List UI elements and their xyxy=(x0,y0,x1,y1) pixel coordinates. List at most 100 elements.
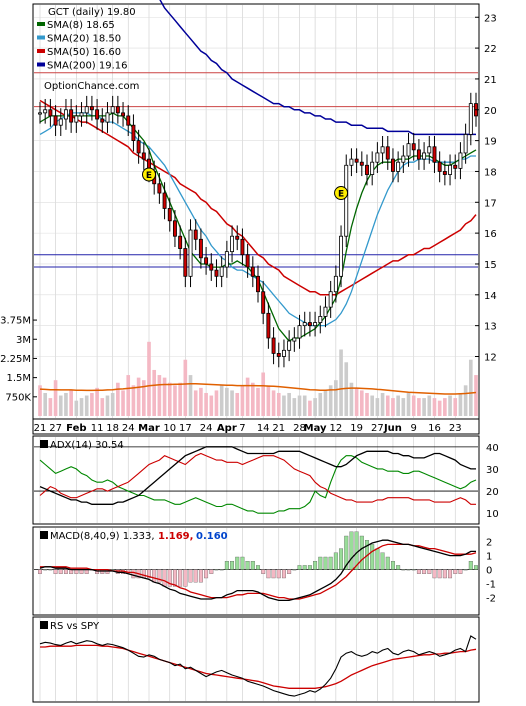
x-tick-label: 23 xyxy=(449,423,462,434)
macd-histogram-bar xyxy=(370,544,375,570)
volume-bar xyxy=(443,398,447,416)
x-tick-label: 9 xyxy=(411,423,417,434)
x-tick-label: 14 xyxy=(257,423,270,434)
candle-body xyxy=(339,235,344,277)
macd-histogram-bar xyxy=(297,565,302,570)
volume-bar xyxy=(334,380,338,416)
volume-bar xyxy=(157,375,162,416)
candle-body xyxy=(422,152,427,160)
volume-bar xyxy=(432,398,437,416)
macd-histogram-bar xyxy=(38,569,42,574)
volume-bar xyxy=(411,395,416,416)
volume-bar xyxy=(417,398,421,416)
x-tick-label: 7 xyxy=(239,423,245,434)
candle-body xyxy=(141,152,146,160)
candle-body xyxy=(416,149,421,160)
volume-bar xyxy=(385,395,390,416)
volume-bar xyxy=(323,390,328,416)
macd-histogram-bar xyxy=(468,561,473,570)
volume-bar xyxy=(349,382,354,416)
volume-bar xyxy=(271,390,276,416)
price-tick-label: 17 xyxy=(484,198,497,209)
macd-histogram-bar xyxy=(188,569,193,583)
x-tick-label: Mar xyxy=(138,423,160,434)
macd-panel: -2 -1 0 1 2 MACD(8,40,9) 1.333, 1.169, 0.160 xyxy=(32,526,496,616)
macd-histogram-bar xyxy=(437,569,442,579)
macd-tick-label: -2 xyxy=(486,594,496,605)
candle-body xyxy=(162,192,167,209)
volume-bar xyxy=(225,387,229,416)
macd-histogram-bar xyxy=(422,569,427,574)
macd-histogram-bar xyxy=(167,569,172,587)
macd-histogram-bar xyxy=(390,561,395,570)
candle-body xyxy=(261,291,266,314)
macd-histogram-bar xyxy=(43,569,48,571)
candle-body xyxy=(385,146,390,160)
volume-bar xyxy=(437,400,442,416)
macd-histogram-bar xyxy=(219,569,224,571)
volume-bar xyxy=(261,372,266,416)
volume-bar xyxy=(354,387,359,416)
candle-body xyxy=(110,106,115,114)
x-tick-label: 24 xyxy=(122,423,135,434)
macd-histogram-bar xyxy=(307,565,312,570)
price-tick-label: 21 xyxy=(484,75,497,86)
macd-histogram-bar xyxy=(141,569,146,579)
volume-bar xyxy=(58,395,63,416)
volume-bar xyxy=(396,395,400,416)
volume-bar xyxy=(48,398,53,416)
macd-histogram-bar xyxy=(162,569,167,587)
candle-body xyxy=(250,266,255,277)
candle-body xyxy=(167,208,172,222)
candle-body xyxy=(292,337,297,342)
macd-histogram-bar xyxy=(152,569,157,583)
volume-tick-label: 2.25M xyxy=(0,354,31,365)
macd-histogram-bar xyxy=(302,565,307,570)
x-tick-label: 12 xyxy=(329,423,342,434)
macd-histogram-bar xyxy=(178,569,183,587)
volume-bar xyxy=(292,398,297,416)
macd-histogram-bar xyxy=(458,569,463,574)
volume-bar xyxy=(359,390,364,416)
volume-bar xyxy=(64,392,68,416)
volume-bar xyxy=(287,392,291,416)
x-tick-label: May xyxy=(304,423,327,434)
macd-histogram-bar xyxy=(333,552,338,570)
volume-bar xyxy=(468,359,473,416)
macd-histogram-bar xyxy=(453,569,458,574)
volume-bar xyxy=(375,398,380,416)
volume-bar xyxy=(79,398,84,416)
adx-label: ADX(14) 30.54 xyxy=(50,440,124,451)
x-tick-label: Feb xyxy=(66,423,86,434)
candle-body xyxy=(396,161,401,172)
candle-body xyxy=(219,266,224,277)
candle-body xyxy=(401,155,406,163)
candle-body xyxy=(411,143,416,151)
candle-body xyxy=(95,109,100,120)
volume-bar xyxy=(136,377,141,416)
volume-bar xyxy=(370,395,375,416)
price-tick-label: 19 xyxy=(484,137,497,148)
volume-bar xyxy=(266,385,271,416)
legend-swatch xyxy=(37,35,45,40)
macd-histogram-bar xyxy=(63,569,68,574)
macd-histogram-bar xyxy=(281,569,286,579)
candle-body xyxy=(349,158,354,166)
volume-tick-label: 3M xyxy=(16,335,31,346)
watermark: OptionChance.com xyxy=(44,81,139,92)
macd-histogram-bar xyxy=(427,569,432,574)
candle-body xyxy=(89,106,94,111)
legend-entry: SMA(200) 19.16 xyxy=(47,61,128,72)
macd-histogram-bar xyxy=(328,556,333,570)
candle-body xyxy=(427,146,432,154)
x-tick-label: 27 xyxy=(371,423,384,434)
candle-body xyxy=(214,269,219,277)
candle-body xyxy=(74,115,79,123)
macd-legend-swatch xyxy=(40,531,48,539)
rs-panel: RS vs SPY xyxy=(32,616,480,703)
candle-body xyxy=(281,349,286,357)
volume-bar xyxy=(43,392,48,416)
candle-body xyxy=(276,353,281,357)
volume-bar xyxy=(105,395,110,416)
